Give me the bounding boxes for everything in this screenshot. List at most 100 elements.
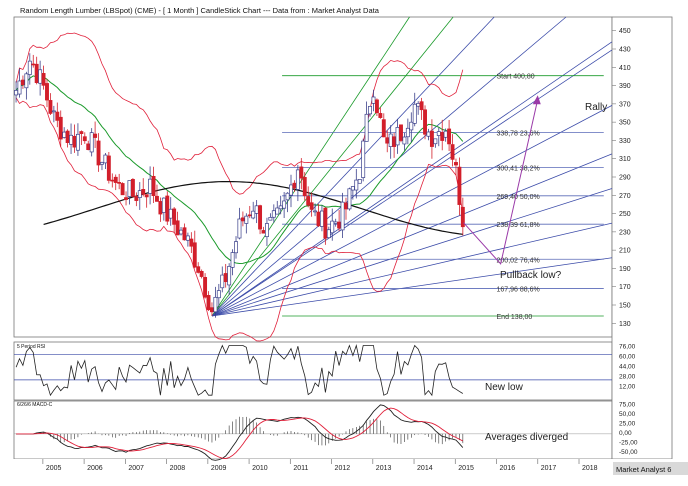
x-tick-label: 2012 <box>335 465 351 472</box>
candle-body <box>141 189 146 195</box>
candle-body <box>333 221 338 224</box>
y-tick-label: 190 <box>619 266 631 273</box>
candle-body <box>258 205 263 230</box>
candle-body <box>313 210 318 213</box>
y-tick-label: 430 <box>619 47 631 54</box>
y-tick-label: 250 <box>619 211 631 218</box>
candle-body <box>199 270 204 277</box>
candle-body <box>189 238 194 247</box>
candle-body <box>48 100 53 114</box>
candle-body <box>161 197 166 213</box>
candle-body <box>433 138 438 145</box>
candle-body <box>110 179 115 182</box>
y-tick-label: 290 <box>619 175 631 182</box>
x-axis-strip <box>0 459 688 486</box>
macd-title: 6/26/6 MACD-C <box>17 402 53 408</box>
candle-body <box>302 177 307 197</box>
candle-body <box>282 200 287 209</box>
fan-line <box>211 188 613 317</box>
candle-body <box>251 210 256 219</box>
candle-body <box>220 274 225 289</box>
candle-body <box>240 217 245 222</box>
candle-body <box>172 208 177 225</box>
fan-line <box>211 49 613 317</box>
fan-line <box>211 16 454 317</box>
candle-body <box>457 166 462 205</box>
candle-body <box>371 96 376 104</box>
candle-body <box>426 131 431 137</box>
candle-body <box>385 137 390 144</box>
candle-body <box>344 202 348 210</box>
candle-body <box>86 143 91 151</box>
macd-tick-label: 0,00 <box>619 430 632 437</box>
candle-body <box>89 132 94 153</box>
macd-tick-label: 75,00 <box>619 402 636 409</box>
candle-body <box>127 180 132 197</box>
brand-label: Market Analyst 6 <box>616 465 671 474</box>
x-tick-label: 2008 <box>170 465 186 472</box>
chart-title: Random Length Lumber (LBSpot) (CME) - [ … <box>20 6 380 15</box>
candle-body <box>34 63 39 83</box>
candle-body <box>72 135 77 148</box>
candle-body <box>38 69 43 84</box>
candle-body <box>275 207 280 215</box>
candle-body <box>165 195 170 222</box>
candle-body <box>429 130 434 147</box>
y-tick-label: 210 <box>619 248 631 255</box>
candle-body <box>31 63 36 66</box>
candle-body <box>292 182 297 189</box>
candle-body <box>124 197 128 200</box>
candle-body <box>158 201 163 215</box>
candle-body <box>368 105 373 115</box>
candle-body <box>436 131 441 136</box>
ma-short-line <box>15 75 464 265</box>
x-tick-label: 2017 <box>541 465 557 472</box>
candle-body <box>285 192 290 201</box>
candle-body <box>120 183 125 196</box>
annotation-pullback: Pullback low? <box>500 270 562 281</box>
rsi-line <box>15 343 464 397</box>
candle-body <box>96 140 101 166</box>
rsi-tick-label: 44,00 <box>619 364 636 371</box>
candle-body <box>323 207 328 239</box>
x-tick-label: 2010 <box>252 465 268 472</box>
candle-body <box>381 119 386 138</box>
candle-body <box>254 205 259 214</box>
candle-body <box>17 80 22 95</box>
candle-body <box>388 133 393 147</box>
candle-body <box>223 273 228 283</box>
candle-body <box>130 179 135 197</box>
candle-body <box>416 103 421 107</box>
fib-label: 238,39 61,8% <box>497 222 540 229</box>
candle-body <box>192 242 197 268</box>
candle-body <box>75 133 80 151</box>
candle-body <box>51 110 56 113</box>
candle-body <box>392 136 397 147</box>
x-tick-label: 2009 <box>211 465 227 472</box>
candle-body <box>55 111 60 121</box>
candle-body <box>244 215 249 224</box>
fib-label: 338,78 23,6% <box>497 130 540 137</box>
candle-body <box>168 208 173 219</box>
x-tick-label: 2005 <box>46 465 62 472</box>
y-tick-label: 330 <box>619 138 631 145</box>
candle-body <box>103 154 108 164</box>
candle-body <box>24 73 29 89</box>
candle-body <box>45 83 49 101</box>
candle-body <box>230 252 235 268</box>
candle-body <box>134 195 139 201</box>
fan-line <box>211 41 613 317</box>
candle-body <box>361 140 366 178</box>
candle-body <box>412 103 417 124</box>
ma-long-line <box>43 181 463 235</box>
x-tick-label: 2014 <box>417 465 433 472</box>
fan-line <box>211 104 613 317</box>
candle-body <box>227 266 232 286</box>
fan-line <box>211 153 613 317</box>
candle-body <box>364 113 369 142</box>
candle-body <box>309 202 314 210</box>
projection-arrow <box>532 95 541 105</box>
candle-body <box>106 155 111 181</box>
candle-body <box>454 162 458 166</box>
